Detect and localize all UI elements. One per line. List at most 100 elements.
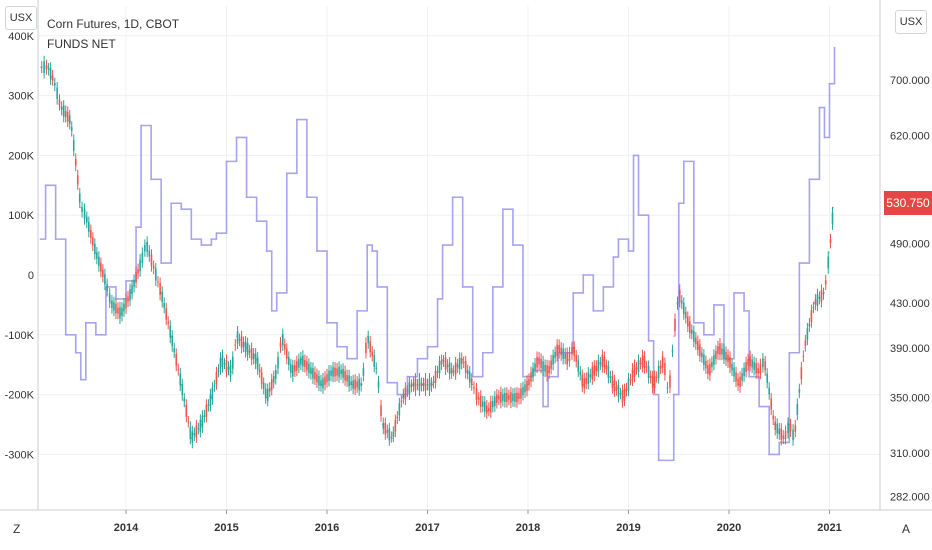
symbol-title[interactable]: Corn Futures, 1D, CBOT [47, 17, 180, 31]
funds-point [828, 82, 831, 85]
candle-body [258, 369, 261, 373]
price-point [110, 302, 112, 304]
candle-body [800, 367, 803, 380]
price-point [401, 396, 403, 399]
candle-body [254, 353, 257, 364]
funds-point [64, 333, 67, 336]
funds-point [491, 286, 494, 288]
candle-body [294, 365, 296, 372]
candle-body [739, 376, 741, 388]
x-tick-label: 2018 [516, 522, 540, 534]
funds-point [758, 405, 761, 408]
price-point [220, 359, 223, 361]
price-point [547, 371, 549, 373]
candle-body [426, 384, 429, 386]
candle-body [680, 300, 683, 304]
candle-body [78, 193, 81, 203]
candle-body [108, 293, 111, 303]
right-tick-label: 310.000 [890, 448, 930, 460]
funds-point [225, 160, 228, 163]
candle-body [418, 378, 421, 391]
candle-body [362, 368, 365, 376]
funds-point [396, 393, 399, 396]
z-button[interactable]: Z [13, 522, 21, 536]
price-point [276, 371, 278, 373]
candle-body [281, 334, 284, 346]
candle-body [806, 328, 809, 340]
candle-body [772, 415, 775, 420]
candle-body [394, 419, 397, 432]
candle-body [473, 386, 475, 389]
candle-body [743, 367, 745, 377]
funds-point [647, 339, 650, 342]
candle-body [757, 368, 759, 374]
funds-point [748, 375, 750, 378]
price-point [341, 371, 343, 373]
funds-point [632, 154, 635, 157]
funds-point [376, 286, 379, 288]
funds-point [602, 286, 605, 288]
right-unit-button[interactable]: USX [895, 10, 927, 34]
price-point [145, 242, 147, 244]
candle-body [617, 384, 620, 397]
candle-body [64, 110, 67, 118]
candle-body [502, 394, 504, 401]
candle-body [460, 358, 463, 364]
candle-body [520, 388, 522, 399]
candle-body [637, 359, 640, 372]
candle-body [428, 378, 431, 391]
candle-body [189, 426, 192, 439]
candle-body [776, 423, 779, 434]
price-point [653, 383, 655, 386]
candle-body [392, 431, 395, 437]
auto-scale-button[interactable]: A [902, 522, 911, 536]
candle-body [83, 208, 86, 220]
candle-body [416, 384, 419, 386]
candle-body [711, 361, 713, 368]
funds-point [672, 393, 675, 396]
candle-body [824, 280, 827, 285]
candle-body [154, 268, 157, 281]
candle-body [201, 415, 204, 428]
candle-body [167, 321, 170, 324]
price-point [321, 383, 323, 386]
candle-body [721, 348, 723, 355]
candle-body [450, 368, 453, 374]
x-tick-label: 2019 [616, 522, 640, 534]
price-point [823, 292, 826, 294]
candle-body [725, 351, 727, 361]
price-point [311, 371, 313, 373]
candle-body [238, 338, 241, 341]
candle-body [171, 335, 174, 347]
candle-body [556, 344, 558, 356]
candle-body [794, 425, 797, 432]
candle-body [434, 370, 437, 384]
candle-body [179, 373, 182, 386]
candle-body [585, 377, 588, 384]
candle-body [456, 364, 459, 368]
candle-body [719, 343, 721, 355]
candle-body [601, 354, 604, 368]
candle-body [115, 303, 117, 314]
funds-point [426, 345, 429, 348]
price-point [783, 437, 785, 440]
candle-body [292, 365, 294, 377]
funds-point [150, 178, 153, 181]
funds-point [733, 292, 735, 294]
candle-body [181, 384, 184, 396]
left-unit-button[interactable]: USX [5, 6, 37, 30]
candle-body [573, 346, 576, 357]
funds-point [265, 250, 268, 252]
x-tick-label: 2016 [315, 522, 339, 534]
price-point [47, 66, 49, 68]
price-point [381, 423, 383, 425]
candle-body [625, 388, 628, 391]
candle-body [165, 308, 167, 320]
candle-body [613, 380, 616, 392]
candle-body [488, 407, 490, 411]
price-point [281, 335, 283, 337]
candle-body [272, 376, 275, 383]
indicator-title[interactable]: FUNDS NET [47, 37, 116, 51]
funds-point [346, 357, 348, 360]
funds-point [39, 238, 42, 241]
